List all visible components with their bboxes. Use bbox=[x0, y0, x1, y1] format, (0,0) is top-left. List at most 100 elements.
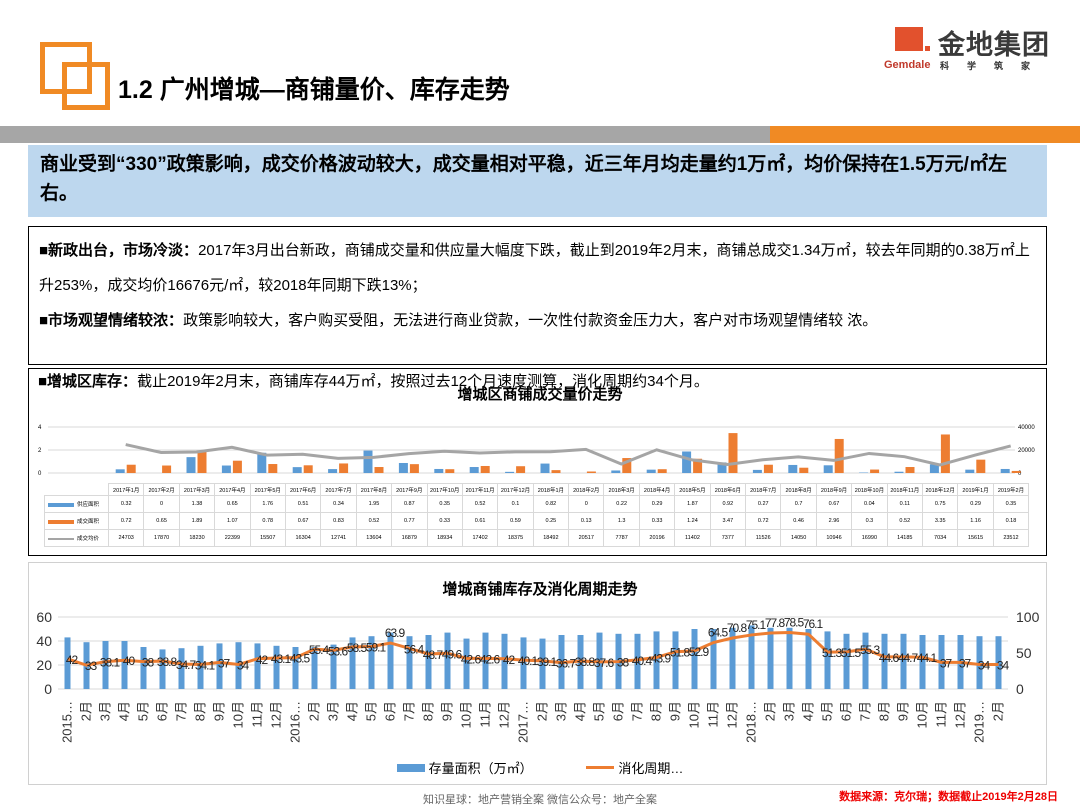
x-tick-label: 5月 bbox=[820, 701, 835, 721]
table-cell: 18934 bbox=[426, 529, 463, 547]
x-tick-label: 2015… bbox=[60, 701, 75, 743]
table-cell: 11402 bbox=[674, 529, 711, 547]
bar-supply bbox=[434, 468, 444, 473]
x-tick-label: 11月 bbox=[934, 701, 949, 728]
bar-supply bbox=[221, 465, 231, 473]
y-tick-left: 40 bbox=[36, 633, 52, 649]
x-tick-label: 6月 bbox=[839, 701, 854, 721]
data-label: 51.5 bbox=[841, 646, 862, 660]
data-label: 42 bbox=[256, 653, 269, 667]
bar-inventory bbox=[919, 635, 926, 689]
table-cell: 0.77 bbox=[391, 512, 428, 530]
bar-inventory bbox=[843, 633, 850, 689]
bar-inventory bbox=[805, 629, 812, 689]
data-label: 37.6 bbox=[594, 656, 615, 670]
bar-transaction bbox=[303, 465, 313, 473]
data-label: 38.8 bbox=[157, 655, 178, 669]
data-label: 36.7 bbox=[556, 657, 577, 671]
data-label: 64.5 bbox=[708, 626, 729, 640]
bar-supply bbox=[788, 464, 798, 473]
point-head: ■增城区库存： bbox=[38, 373, 138, 390]
x-tick-label: 2016… bbox=[288, 701, 303, 743]
bar-transaction bbox=[763, 464, 773, 473]
bar-supply bbox=[1000, 468, 1010, 473]
bar-transaction bbox=[126, 464, 136, 473]
legend-inventory: 存量面积（万㎡） bbox=[428, 761, 533, 776]
data-label: 40 bbox=[123, 654, 136, 668]
table-cell: 14050 bbox=[780, 529, 817, 547]
bar-inventory bbox=[159, 649, 166, 689]
bar-supply bbox=[611, 470, 621, 473]
table-cell: 1.95 bbox=[355, 495, 393, 513]
point-body: 2017年3月出台新政，商铺成交量和供应量大幅度下跌，截止到2019年2月末，商… bbox=[39, 242, 1030, 294]
x-tick-label: 9月 bbox=[896, 701, 911, 721]
data-label: 77.8 bbox=[765, 616, 786, 630]
data-label: 53.6 bbox=[328, 644, 349, 658]
y-tick-right: 0 bbox=[1018, 471, 1022, 477]
bar-inventory bbox=[824, 631, 831, 689]
bar-transaction bbox=[728, 433, 738, 473]
bar-inventory bbox=[368, 636, 375, 689]
data-label: 34 bbox=[978, 659, 991, 673]
data-label: 58.5 bbox=[347, 641, 368, 655]
y-tick-left: 0 bbox=[44, 681, 52, 697]
bar-inventory bbox=[349, 637, 356, 689]
bar-transaction bbox=[799, 467, 809, 473]
x-tick-label: 10月 bbox=[459, 701, 474, 728]
y-tick-right: 50 bbox=[1016, 645, 1032, 661]
data-label: 43.1 bbox=[271, 652, 292, 666]
bar-inventory bbox=[482, 632, 489, 689]
data-label: 44.6 bbox=[879, 651, 900, 665]
data-label: 43.9 bbox=[651, 651, 672, 665]
table-cell: 15507 bbox=[249, 529, 286, 547]
header-accent-bar bbox=[770, 126, 1080, 143]
bar-transaction bbox=[339, 463, 349, 473]
x-tick-label: 8月 bbox=[649, 701, 664, 721]
bar-inventory bbox=[140, 647, 147, 689]
point-3: ■增城区库存：截止2019年2月末，商铺库存44万㎡，按照过去12个月速度测算，… bbox=[38, 370, 709, 391]
bar-inventory bbox=[976, 636, 983, 689]
bar-supply bbox=[540, 463, 550, 473]
x-tick-label: 10月 bbox=[231, 701, 246, 728]
data-label: 34 bbox=[237, 659, 250, 673]
x-tick-label: 9月 bbox=[440, 701, 455, 721]
bar-inventory bbox=[273, 645, 280, 689]
bar-supply bbox=[257, 452, 267, 473]
x-tick-label: 5月 bbox=[136, 701, 151, 721]
table-cell: 16304 bbox=[284, 529, 322, 547]
bar-supply bbox=[469, 467, 479, 473]
x-tick-label: 6月 bbox=[383, 701, 398, 721]
y-tick-left: 2 bbox=[38, 448, 42, 454]
data-label: 56.4 bbox=[404, 642, 425, 656]
table-cell: 11526 bbox=[745, 529, 782, 547]
bar-transaction bbox=[693, 458, 703, 473]
table-row: 成交均价 24703 17870 18230 22399 15507 16304 12741 1… bbox=[44, 529, 1030, 547]
data-label: 76.1 bbox=[803, 617, 824, 631]
bar-supply bbox=[186, 457, 196, 473]
brand-name: 金地集团 bbox=[938, 30, 1050, 60]
point-body: 政策影响较大，客户购买受阻，无法进行商业贷款，一次性付款资金压力大，客户对市场观… bbox=[183, 312, 878, 329]
data-label: 34 bbox=[997, 659, 1010, 673]
x-tick-label: 3月 bbox=[326, 701, 341, 721]
brand-mark-icon bbox=[895, 27, 923, 51]
table-cell: 17402 bbox=[461, 529, 499, 547]
bar-inventory bbox=[178, 648, 185, 689]
y-tick-right: 100 bbox=[1016, 609, 1040, 625]
bar-inventory bbox=[425, 635, 432, 689]
bar-transaction bbox=[516, 466, 526, 473]
x-tick-label: 12月 bbox=[269, 701, 284, 728]
bar-supply bbox=[646, 469, 656, 473]
table-cell: 13604 bbox=[355, 529, 393, 547]
legend-swatch bbox=[48, 537, 74, 540]
brand-dot-icon bbox=[925, 46, 930, 51]
data-label: 33 bbox=[85, 659, 98, 673]
brand-logo: 金地集团 Gemdale 科学筑家 bbox=[884, 22, 1062, 74]
bar-inventory bbox=[900, 633, 907, 689]
bar-inventory bbox=[444, 632, 451, 689]
bar-transaction bbox=[445, 469, 455, 473]
table-cell: 7034 bbox=[921, 529, 959, 547]
bar-supply bbox=[328, 469, 338, 473]
line-cycle bbox=[67, 630, 999, 667]
bar-inventory bbox=[121, 641, 128, 689]
